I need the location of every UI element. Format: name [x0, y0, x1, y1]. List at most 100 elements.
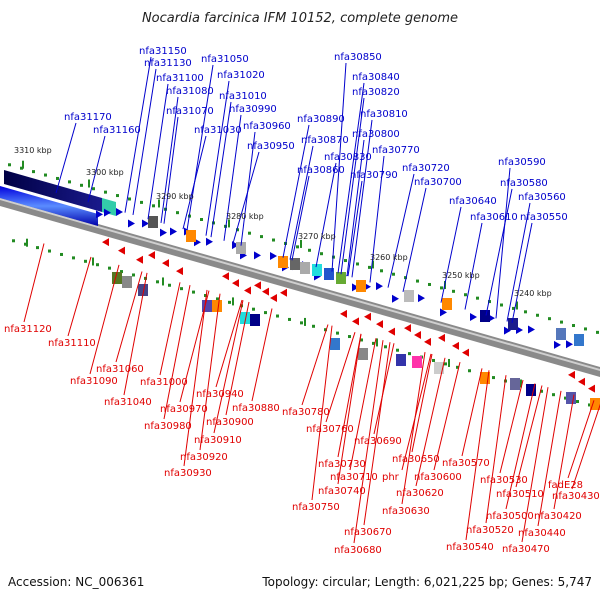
tick-mark — [48, 249, 51, 253]
tick-mark — [336, 331, 339, 335]
forward-gene-label: nfa30790 — [350, 170, 398, 181]
reverse-gene-label: nfa30920 — [180, 452, 228, 463]
major-tick — [516, 301, 518, 310]
forward-label-line — [232, 151, 260, 244]
tick-label: 3260 kbp — [370, 253, 408, 262]
reverse-label-line — [433, 361, 461, 471]
major-tick — [448, 358, 450, 367]
tick-mark — [584, 327, 587, 331]
forward-gene-label: nfa31070 — [166, 106, 214, 117]
tick-mark — [272, 238, 275, 242]
feature-block — [358, 348, 368, 360]
forward-gene-label: nfa31130 — [144, 58, 192, 69]
reverse-gene-arrow — [244, 286, 251, 295]
major-tick — [26, 238, 28, 247]
forward-gene-label: nfa30550 — [520, 212, 568, 223]
forward-label-line — [351, 119, 373, 278]
feature-block — [404, 290, 414, 302]
feature-block — [212, 300, 222, 312]
reverse-label-line — [363, 342, 391, 526]
tick-mark — [380, 269, 383, 273]
feature-block — [480, 310, 490, 322]
feature-block — [508, 318, 518, 330]
forward-gene-label: nfa31080 — [166, 86, 214, 97]
tick-mark — [596, 330, 599, 334]
forward-label-line — [464, 222, 483, 310]
forward-gene-arrow — [270, 251, 277, 260]
reverse-label-line — [199, 293, 221, 451]
reverse-gene-label: nfa30760 — [306, 424, 354, 435]
forward-gene-arrow — [160, 228, 167, 237]
tick-mark — [360, 338, 363, 342]
reverse-gene-label: nfa31120 — [4, 324, 52, 335]
tick-mark — [156, 280, 159, 284]
forward-label-line — [223, 114, 242, 241]
tick-mark — [312, 324, 315, 328]
reverse-gene-label: nfa30440 — [518, 528, 566, 539]
tick-mark — [300, 321, 303, 325]
forward-gene-label: nfa30840 — [352, 72, 400, 83]
reverse-gene-label: nfa31090 — [70, 376, 118, 387]
major-tick — [92, 257, 94, 266]
forward-label-line — [210, 101, 232, 238]
reverse-gene-arrow — [568, 370, 575, 379]
tick-mark — [524, 310, 527, 314]
tick-mark — [308, 248, 311, 252]
tick-mark — [464, 293, 467, 297]
major-tick — [88, 179, 90, 188]
forward-gene-arrow — [504, 326, 511, 335]
feature-block — [330, 338, 340, 350]
feature-block — [356, 280, 366, 292]
major-tick — [22, 160, 24, 169]
reverse-gene-label: nfa31000 — [140, 377, 188, 388]
feature-block — [122, 276, 132, 288]
feature-block — [324, 268, 334, 280]
forward-label-line — [347, 180, 363, 277]
reverse-gene-arrow — [388, 327, 395, 336]
reverse-gene-label: nfa30710 — [330, 472, 378, 483]
feature-block — [236, 242, 246, 254]
tick-mark — [128, 197, 131, 201]
tick-mark — [452, 289, 455, 293]
reverse-label-line — [225, 301, 250, 416]
tick-labels: 3310 kbp 3300 kbp 3290 kbp 3280 kbp 3270 kbp… — [14, 146, 552, 298]
reverse-gene-arrow — [462, 348, 469, 357]
forward-gene-arrow — [392, 294, 399, 303]
tick-mark — [92, 187, 95, 191]
reverse-label-line — [159, 282, 181, 376]
feature-block — [336, 272, 346, 284]
tick-mark — [572, 324, 575, 328]
reverse-gene-label: nfa30900 — [206, 417, 254, 428]
forward-label-line — [511, 222, 533, 324]
feature-block — [138, 284, 148, 296]
tick-mark — [96, 263, 99, 267]
reverse-gene-arrow — [118, 246, 125, 255]
forward-gene-label: nfa30950 — [247, 141, 295, 152]
reverse-gene-arrow — [270, 293, 277, 302]
tick-mark — [192, 290, 195, 294]
forward-label-line — [186, 64, 214, 231]
forward-gene-label: nfa30820 — [352, 87, 400, 98]
reverse-label-line — [163, 285, 191, 420]
forward-gene-label: nfa31100 — [156, 73, 204, 84]
forward-label-line — [495, 167, 511, 319]
forward-gene-arrow — [96, 210, 103, 219]
reverse-gene-arrow — [162, 259, 169, 268]
reverse-label-line — [115, 271, 143, 363]
tick-mark — [252, 307, 255, 311]
reverse-label-line — [311, 325, 333, 501]
reverse-gene-label: nfa30600 — [414, 472, 462, 483]
reverse-gene-label: nfa30620 — [396, 488, 444, 499]
forward-gene-arrow — [418, 294, 425, 303]
forward-label-line — [163, 116, 179, 224]
reverse-label-line — [485, 375, 507, 524]
tick-mark — [264, 311, 267, 315]
forward-gene-label: nfa30560 — [518, 192, 566, 203]
major-tick — [162, 277, 164, 286]
large-feature-navy — [4, 170, 102, 212]
reverse-gene-label: nfa30510 — [496, 489, 544, 500]
tick-mark — [492, 376, 495, 380]
